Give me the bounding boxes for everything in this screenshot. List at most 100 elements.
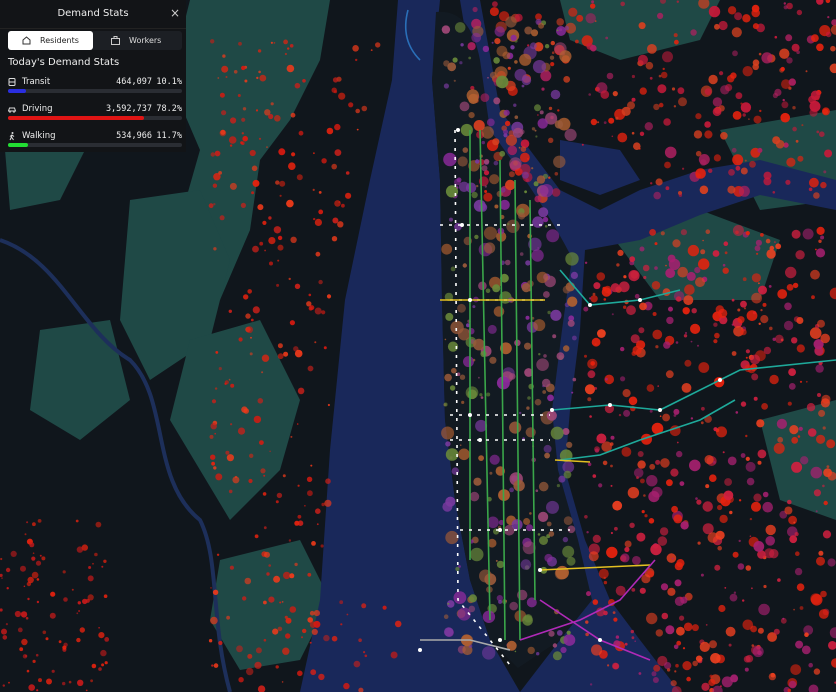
demand-dot — [830, 24, 836, 35]
station — [588, 303, 592, 307]
demand-dot — [799, 606, 804, 610]
station — [658, 408, 662, 412]
demand-dot — [820, 235, 825, 240]
demand-dot — [587, 370, 596, 379]
demand-dot — [472, 305, 476, 309]
stat-row: Walking 534,966 11.7% — [8, 131, 182, 149]
demand-dot — [35, 560, 42, 566]
demand-dot — [651, 671, 657, 677]
tab[interactable]: Residents — [8, 31, 93, 50]
stat-row: Transit 464,097 10.1% — [8, 77, 182, 95]
demand-dot — [785, 34, 793, 42]
demand-dot — [631, 131, 635, 135]
mode-name: Transit — [22, 77, 51, 87]
demand-dot — [266, 146, 268, 149]
demand-dot — [628, 270, 640, 282]
demand-dot — [463, 356, 474, 368]
demand-dot — [316, 523, 319, 526]
demand-dot — [683, 334, 688, 338]
demand-dot — [550, 426, 564, 440]
demand-dot — [714, 564, 721, 571]
demand-dot — [25, 616, 29, 620]
demand-dot — [695, 150, 702, 157]
demand-dot — [655, 345, 659, 349]
mode-icon — [8, 78, 16, 86]
close-button[interactable]: × — [169, 6, 180, 20]
tab[interactable]: Workers — [97, 31, 182, 50]
demand-dot — [637, 451, 644, 457]
demand-dot — [37, 519, 42, 523]
demand-dot — [210, 616, 218, 625]
demand-dot — [781, 79, 791, 89]
demand-dot — [546, 521, 552, 527]
demand-dot — [682, 647, 686, 650]
demand-dot — [225, 76, 228, 78]
demand-dot — [458, 448, 470, 461]
demand-dot — [268, 237, 276, 245]
demand-dot — [452, 57, 458, 63]
demand-dot — [828, 641, 836, 650]
demand-dot — [534, 398, 542, 406]
demand-dot — [810, 269, 820, 280]
demand-dot — [480, 93, 490, 102]
demand-dot — [684, 359, 692, 367]
demand-dot — [607, 664, 610, 667]
demand-dot — [603, 298, 607, 301]
demand-dot — [594, 387, 598, 390]
demand-dot — [796, 344, 805, 353]
demand-dot — [655, 459, 661, 465]
demand-dot — [723, 241, 729, 246]
demand-dot — [289, 573, 295, 579]
demand-dot — [8, 681, 10, 684]
demand-dot — [514, 650, 517, 653]
demand-dot — [787, 401, 792, 406]
demand-dot — [822, 484, 825, 488]
demand-dot — [728, 643, 732, 647]
demand-dot — [550, 62, 555, 67]
demand-dot — [787, 688, 792, 692]
demand-dot — [530, 42, 537, 50]
demand-dot — [453, 591, 467, 604]
demand-dot — [679, 481, 685, 486]
demand-dot — [822, 530, 832, 539]
demand-dot — [563, 76, 571, 83]
demand-dot — [0, 557, 3, 561]
demand-dot — [218, 367, 222, 371]
demand-dot — [610, 531, 614, 535]
demand-dot — [602, 460, 608, 466]
demand-dot — [289, 44, 294, 48]
demand-dot — [508, 130, 515, 136]
demand-dot — [743, 655, 751, 663]
demand-dot — [681, 383, 692, 393]
demand-dot — [259, 241, 264, 246]
demand-dot — [538, 353, 541, 356]
demand-dot — [78, 610, 81, 612]
demand-dot — [444, 292, 454, 302]
demand-dot — [613, 617, 618, 622]
demand-dot — [512, 127, 524, 138]
demand-dot — [581, 143, 584, 146]
demand-dot — [649, 229, 656, 236]
demand-dot — [98, 627, 100, 629]
demand-dot — [671, 505, 678, 513]
demand-dot — [503, 129, 508, 135]
demand-dot — [540, 70, 552, 82]
demand-dot — [101, 565, 104, 568]
demand-dot — [249, 149, 256, 157]
demand-dot — [684, 331, 688, 335]
share: 11.7% — [156, 131, 182, 141]
demand-dot — [550, 89, 561, 100]
demand-dot — [450, 320, 464, 335]
demand-dot — [565, 22, 576, 34]
demand-dot — [566, 441, 573, 448]
demand-dot — [649, 76, 653, 80]
demand-dot — [610, 484, 613, 487]
demand-dot — [5, 567, 11, 573]
demand-dot — [498, 599, 503, 604]
demand-dot — [346, 613, 349, 616]
demand-dot — [103, 594, 108, 598]
demand-dot — [663, 118, 671, 126]
demand-dot — [585, 620, 589, 624]
demand-dot — [807, 428, 817, 437]
demand-dot — [210, 152, 215, 157]
